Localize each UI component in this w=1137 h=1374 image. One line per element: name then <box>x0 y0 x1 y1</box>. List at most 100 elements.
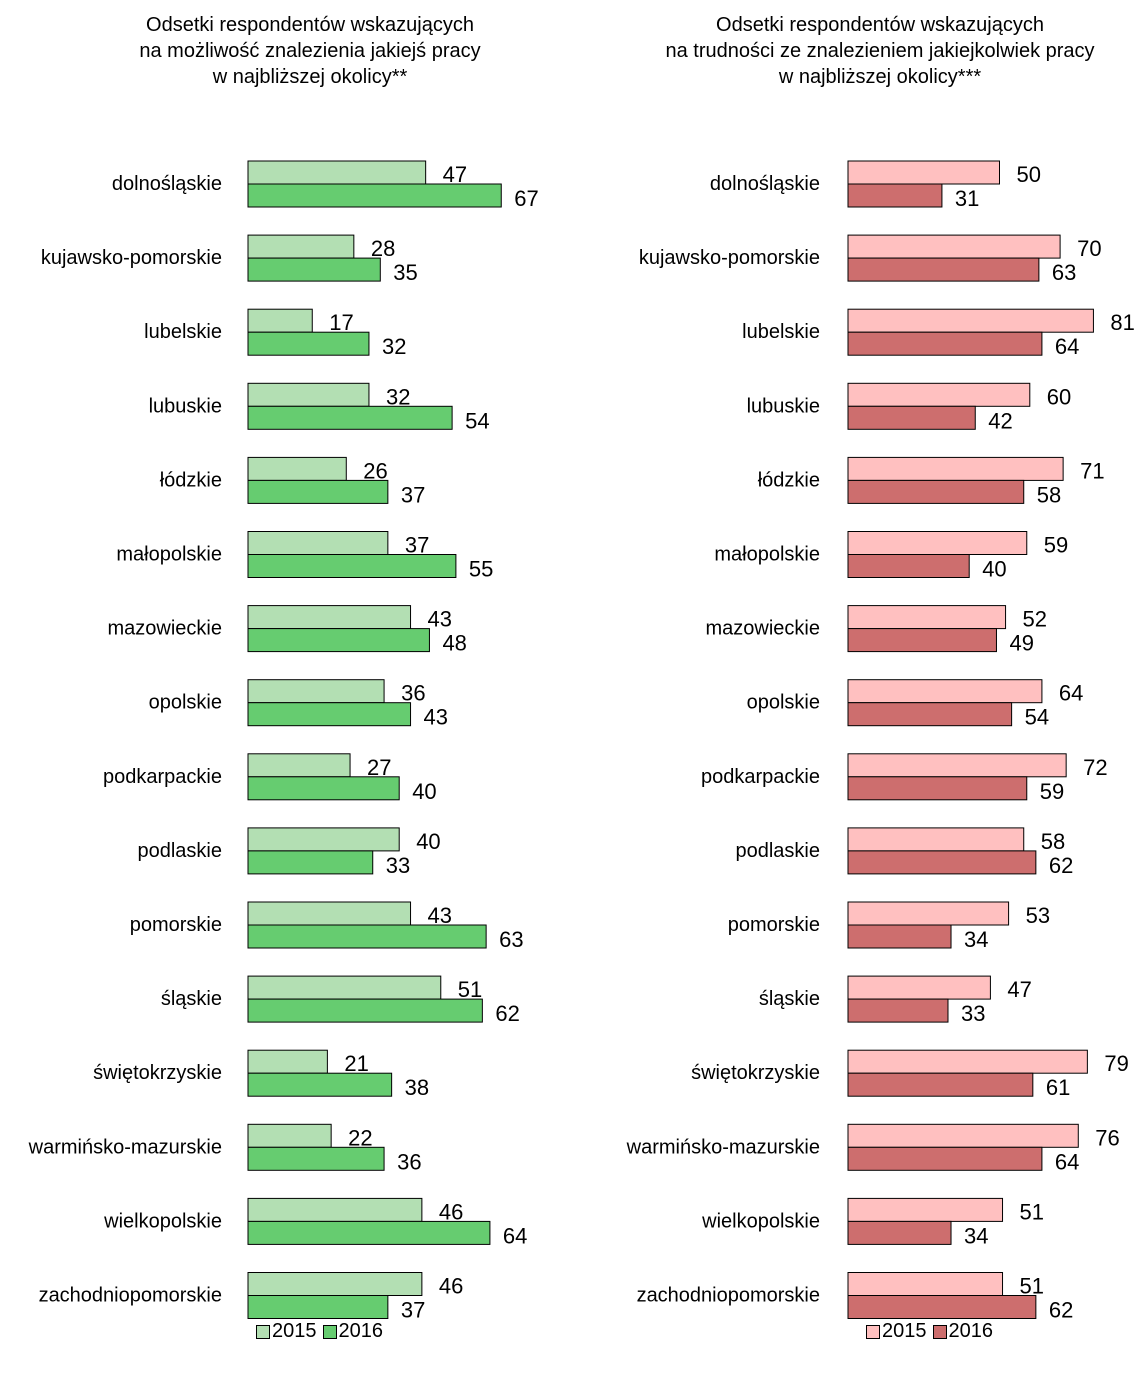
data-label: 17 <box>329 310 353 335</box>
data-label: 33 <box>386 853 410 878</box>
data-label: 59 <box>1044 533 1068 558</box>
bar-2015 <box>847 679 1043 704</box>
category-label: podlaskie <box>137 840 222 862</box>
bar-2015 <box>847 308 1094 333</box>
data-label: 62 <box>1049 1298 1073 1323</box>
bar-2016 <box>847 850 1037 875</box>
category-label: lubelskie <box>742 321 820 343</box>
data-label: 37 <box>405 533 429 558</box>
data-label: 52 <box>1023 607 1047 632</box>
data-label: 51 <box>1020 1199 1044 1224</box>
bar-2015 <box>247 827 400 852</box>
category-label: warmińsko-mazurskie <box>28 1136 222 1158</box>
bar-2016 <box>247 850 374 875</box>
data-label: 79 <box>1104 1051 1128 1076</box>
data-label: 32 <box>382 334 406 359</box>
data-label: 49 <box>1009 631 1033 656</box>
data-label: 64 <box>1055 334 1079 359</box>
bar-2016 <box>247 1146 385 1171</box>
data-label: 59 <box>1040 779 1064 804</box>
category-label: opolskie <box>747 692 820 714</box>
data-label: 63 <box>499 927 523 952</box>
category-label: śląskie <box>161 988 222 1010</box>
data-label: 76 <box>1095 1125 1119 1150</box>
bar-2015 <box>247 605 412 630</box>
category-label: mazowieckie <box>706 618 820 640</box>
bar-2015 <box>247 901 412 926</box>
category-label: lubelskie <box>144 321 222 343</box>
bar-2016 <box>247 554 457 578</box>
category-label: podkarpackie <box>103 766 222 788</box>
data-label: 60 <box>1047 384 1071 409</box>
data-label: 70 <box>1077 236 1101 261</box>
bar-2016 <box>847 1072 1034 1097</box>
bar-2016 <box>847 998 949 1023</box>
legend-swatch <box>866 1324 880 1339</box>
category-label: małopolskie <box>714 544 820 566</box>
data-label: 64 <box>1059 681 1083 706</box>
title-line: w najbliższej okolicy** <box>212 66 408 88</box>
data-label: 42 <box>988 408 1012 433</box>
category-label: kujawsko-pomorskie <box>41 247 222 269</box>
data-label: 36 <box>401 681 425 706</box>
category-label: kujawsko-pomorskie <box>639 247 820 269</box>
data-label: 54 <box>465 408 489 433</box>
data-label: 47 <box>443 162 467 187</box>
bar-2015 <box>847 975 991 1000</box>
chart-right: Odsetki respondentów wskazujących na tru… <box>570 0 1137 1374</box>
category-label: lubuskie <box>747 395 820 417</box>
data-label: 51 <box>458 977 482 1002</box>
bar-2016 <box>847 702 1013 727</box>
category-label: pomorskie <box>728 914 820 936</box>
legend-swatch <box>322 1324 337 1339</box>
legend: 2015 2016 <box>256 1320 389 1343</box>
bar-2015 <box>247 308 313 333</box>
data-label: 22 <box>348 1125 372 1150</box>
data-label: 72 <box>1083 755 1107 780</box>
bar-2015 <box>247 1049 328 1074</box>
data-label: 48 <box>442 631 466 656</box>
legend-item: 2016 <box>932 1320 994 1343</box>
data-label: 34 <box>964 927 988 952</box>
legend-label: 2016 <box>948 1320 994 1342</box>
category-label: świętokrzyskie <box>691 1062 820 1084</box>
bar-2015 <box>247 382 370 407</box>
data-label: 81 <box>1110 310 1134 335</box>
data-label: 55 <box>469 557 493 582</box>
bar-2015 <box>847 753 1067 778</box>
bar-2015 <box>847 382 1031 407</box>
bar-2016 <box>247 1295 389 1319</box>
bar-2016 <box>847 183 943 208</box>
data-label: 62 <box>495 1001 519 1026</box>
data-label: 40 <box>412 779 436 804</box>
bar-2016 <box>247 702 412 727</box>
data-label: 32 <box>386 384 410 409</box>
bar-2016 <box>847 1295 1037 1319</box>
legend-swatch <box>256 1324 270 1339</box>
bar-2015 <box>847 160 1000 185</box>
category-label: wielkopolskie <box>103 1210 222 1232</box>
category-label: mazowieckie <box>108 618 222 640</box>
bar-2015 <box>247 1123 332 1148</box>
title-line: Odsetki respondentów wskazujących <box>146 14 474 36</box>
bar-2015 <box>247 456 347 481</box>
bar-2015 <box>847 1123 1079 1148</box>
data-label: 47 <box>1007 977 1031 1002</box>
category-label: opolskie <box>149 692 222 714</box>
bar-2016 <box>847 331 1043 356</box>
data-label: 35 <box>393 260 417 285</box>
category-label: śląskie <box>759 988 820 1010</box>
title-line: na trudności ze znalezieniem jakiejkolwi… <box>665 40 1095 62</box>
category-label: lubuskie <box>149 395 222 417</box>
bar-2016 <box>847 554 970 578</box>
bar-2016 <box>247 1220 491 1245</box>
title-line: w najbliższej okolicy*** <box>778 66 982 88</box>
bar-2016 <box>847 776 1028 801</box>
data-label: 40 <box>982 557 1006 582</box>
bar-2015 <box>847 1049 1088 1074</box>
legend: 2015 2016 <box>866 1320 999 1343</box>
data-label: 38 <box>405 1075 429 1100</box>
data-label: 71 <box>1080 458 1104 483</box>
